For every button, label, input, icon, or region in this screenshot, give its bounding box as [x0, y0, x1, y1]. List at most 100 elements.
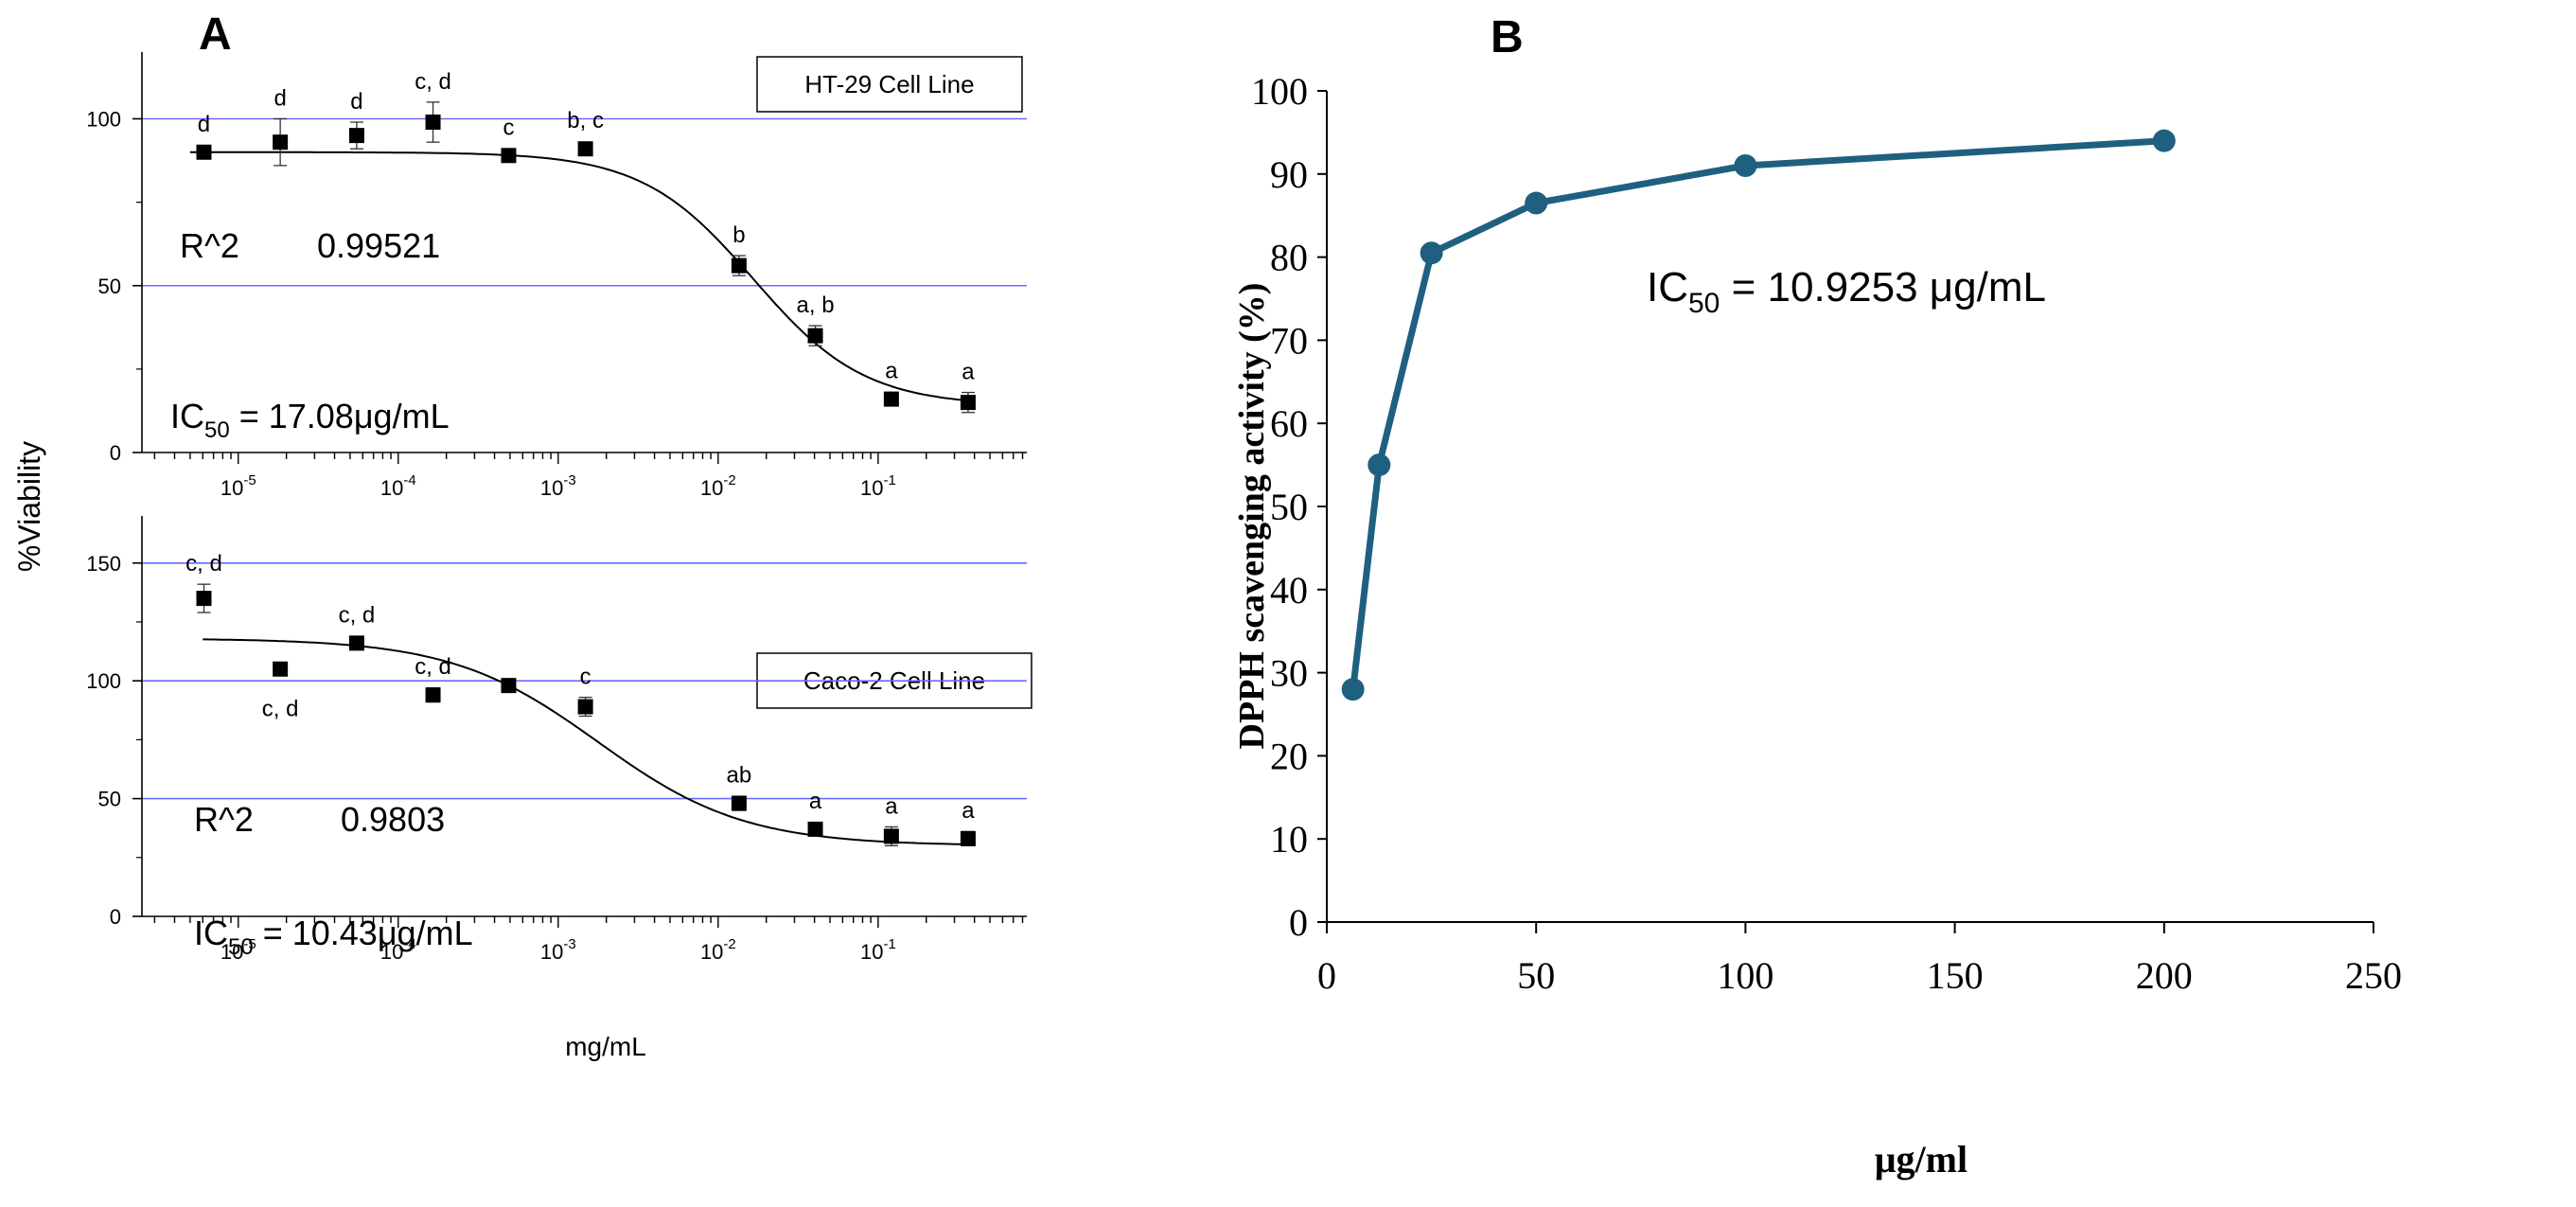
- panel-label-a: A: [199, 9, 232, 60]
- dpph-y-tick-label: 50: [1270, 486, 1308, 528]
- caco2-r2-label: R^2: [194, 800, 254, 839]
- ht29-data-point: [348, 128, 364, 144]
- ht29-significance-label: c, d: [415, 69, 451, 95]
- caco2-data-point: [273, 661, 289, 677]
- caco2-x-tick-label: 10-4: [380, 936, 416, 964]
- dpph-data-point: [2152, 129, 2176, 152]
- caco2-data-point: [348, 635, 364, 651]
- dpph-ic50-sub: 50: [1688, 288, 1720, 319]
- ht29-x-tick-label: 10-2: [700, 472, 736, 500]
- ht29-data-point: [960, 395, 976, 411]
- ht29-ic50-sub: 50: [204, 417, 230, 443]
- caco2-significance-label: ab: [727, 763, 752, 789]
- dpph-data-point: [1734, 154, 1757, 178]
- dpph-data-point: [1420, 241, 1443, 265]
- dpph-x-tick-label: 100: [1717, 954, 1773, 997]
- caco2-data-point: [883, 828, 899, 844]
- ht29-x-tick-label: 10-4: [380, 472, 416, 500]
- caco2-y-tick-label: 0: [110, 905, 121, 929]
- dpph-data-point: [1341, 678, 1365, 701]
- dpph-x-tick-label: 150: [1927, 954, 1984, 997]
- dpph-y-tick-label: 80: [1270, 237, 1308, 279]
- dpph-y-tick-label: 10: [1270, 818, 1308, 861]
- dpph-y-tick-label: 60: [1270, 402, 1308, 445]
- caco2-data-point: [960, 830, 976, 846]
- ht29-data-point: [577, 141, 593, 157]
- caco2-x-tick-label: 10-5: [221, 936, 256, 964]
- dpph-y-tick-label: 30: [1270, 652, 1308, 695]
- dpph-plot: 0 10 20 30 40 50 60 70 80 90 100 0 50 100 150 200 250: [1251, 70, 2402, 997]
- ht29-x-tick-label: 10-5: [221, 472, 256, 500]
- caco2-y-tick-label: 150: [86, 552, 121, 576]
- dpph-y-tick-label: 90: [1270, 153, 1308, 196]
- dpph-x-tick-label: 50: [1517, 954, 1555, 997]
- ht29-title-frame: [756, 56, 1023, 113]
- dpph-xlabel: μg/ml: [1875, 1138, 1967, 1180]
- ht29-significance-label: c: [503, 115, 514, 140]
- ht29-r2-label: R^2: [180, 226, 239, 265]
- ht29-significance-label: a: [885, 359, 898, 384]
- ht29-r2-value: 0.99521: [317, 226, 440, 265]
- caco2-ic50-sub: 50: [228, 934, 254, 960]
- dpph-x-tick-label: 250: [2345, 954, 2402, 997]
- caco2-r2-value: 0.9803: [341, 800, 445, 839]
- caco2-significance-label: c: [580, 665, 591, 690]
- ht29-x-tick-label: 10-3: [540, 472, 576, 500]
- dpph-y-tick-label: 100: [1251, 70, 1308, 113]
- caco2-data-point: [807, 821, 823, 837]
- caco2-x-tick-label: 10-2: [700, 936, 736, 964]
- ht29-significance-label: d: [273, 86, 286, 112]
- dpph-y-tick-label: 0: [1289, 901, 1308, 944]
- dpph-data-point: [1367, 453, 1391, 477]
- panel-a-xlabel: mg/mL: [565, 1032, 646, 1061]
- ht29-y-tick-label: 50: [98, 275, 121, 298]
- ht29-data-point: [425, 115, 441, 131]
- caco2-significance-label: a: [885, 793, 898, 819]
- dpph-y-tick-label: 70: [1270, 319, 1308, 362]
- caco2-y-tick-label: 100: [86, 669, 121, 693]
- ht29-data-point: [501, 148, 517, 164]
- ht29-y-tick-label: 100: [86, 108, 121, 132]
- caco2-fit-curve: [203, 638, 971, 845]
- ht29-significance-label: b: [732, 222, 745, 248]
- ht29-significance-label: d: [198, 112, 210, 137]
- ht29-ic50-label: IC50 = 17.08μg/mL: [170, 397, 450, 443]
- caco2-data-point: [196, 591, 212, 607]
- ht29-title-box: HT-29 Cell Line: [756, 56, 1023, 113]
- dpph-series-line: [1350, 137, 2165, 690]
- ht29-data-point: [196, 144, 212, 160]
- dpph-y-tick-label: 20: [1270, 735, 1308, 777]
- caco2-significance-label: a: [962, 798, 975, 824]
- ht29-x-tick-label: 10-1: [860, 472, 896, 500]
- caco2-significance-label: c, d: [339, 602, 376, 628]
- panel-label-b: B: [1491, 12, 1524, 62]
- ht29-title: HT-29 Cell Line: [804, 70, 974, 98]
- caco2-data-point: [731, 795, 747, 811]
- caco2-plot: 0 50 100 150 10-5 10-4 10-3 10-2 10-1 c, d c, d c, …: [86, 516, 1027, 964]
- caco2-data-point: [577, 699, 593, 715]
- ht29-ic50-prefix: IC: [170, 397, 204, 435]
- caco2-x-tick-label: 10-3: [540, 936, 576, 964]
- ht29-data-point: [731, 257, 747, 274]
- dpph-ic50-prefix: IC: [1647, 264, 1688, 311]
- ht29-data-point: [807, 328, 823, 344]
- ht29-significance-label: a, b: [797, 293, 835, 318]
- caco2-y-tick-label: 50: [98, 788, 121, 811]
- ht29-data-point: [883, 391, 899, 407]
- caco2-significance-label: a: [809, 789, 822, 814]
- dpph-x-tick-label: 0: [1317, 954, 1336, 997]
- ht29-y-tick-label: 0: [110, 441, 121, 465]
- caco2-x-tick-label: 10-1: [860, 936, 896, 964]
- dpph-ylabel: DPPH scavenging activity (%): [1232, 283, 1272, 750]
- caco2-significance-label: c, d: [415, 654, 451, 680]
- dpph-ic50-label: IC50 = 10.9253 μg/mL: [1647, 264, 2046, 319]
- ht29-significance-label: b, c: [567, 108, 604, 133]
- dpph-y-tick-label: 40: [1270, 569, 1308, 612]
- panel-a-ylabel: %Viability: [12, 441, 46, 572]
- caco2-significance-label: c, d: [185, 551, 222, 577]
- ht29-significance-label: a: [962, 360, 975, 385]
- dpph-ic50-value: = 10.9253 μg/mL: [1720, 264, 2046, 311]
- ht29-plot: 0 50 100 10-5 10-4 10-3 10-2 10-1 d d d c, d c b, c b a…: [86, 52, 1027, 500]
- dpph-data-point: [1525, 191, 1548, 215]
